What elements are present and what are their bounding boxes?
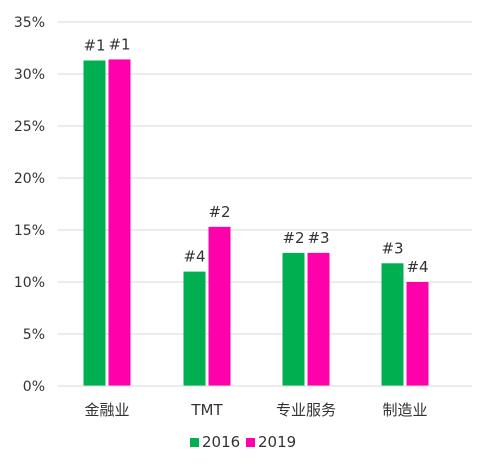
y-tick-label: 5% [23,327,45,343]
bar-2016-0 [83,60,106,386]
bar-2019-0 [108,59,131,386]
category-label: 专业服务 [276,401,336,419]
bar-2016-2 [282,252,305,386]
bar-2019-1 [208,226,231,386]
y-tick-label: 30% [14,67,45,83]
rank-label: #4 [183,248,205,266]
y-tick-label: 0% [23,379,45,395]
legend: 2016 2019 [190,433,296,451]
legend-label: 2019 [258,433,296,451]
y-axis-tick-labels: 0% 5% 10% 15% 20% 25% 30% 35% [14,15,45,395]
bars [83,59,429,386]
rank-label: #2 [208,203,230,221]
bar-2019-3 [406,282,429,386]
legend-swatch [246,438,255,447]
y-tick-label: 10% [14,275,45,291]
y-tick-label: 15% [14,223,45,239]
y-tick-label: 20% [14,171,45,187]
rank-label: #1 [83,36,105,54]
category-label: 金融业 [84,401,129,419]
rank-label: #3 [307,229,329,247]
rank-labels: #1 #1#4#2#2 #3#3#4 [83,35,428,276]
y-tick-label: 25% [14,119,45,135]
legend-swatch [190,438,199,447]
rank-label: #4 [406,258,428,276]
rank-label: #1 [108,35,130,53]
category-label: TMT [190,401,223,419]
bar-2016-1 [183,271,206,386]
category-labels: 金融业 TMT 专业服务 制造业 [84,401,427,419]
rank-label: #2 [282,229,304,247]
bar-2016-3 [381,263,404,386]
category-label: 制造业 [382,401,427,419]
rank-label: #3 [381,239,403,257]
legend-label: 2016 [202,433,240,451]
y-tick-label: 35% [14,15,45,31]
bar-2019-2 [307,252,330,386]
